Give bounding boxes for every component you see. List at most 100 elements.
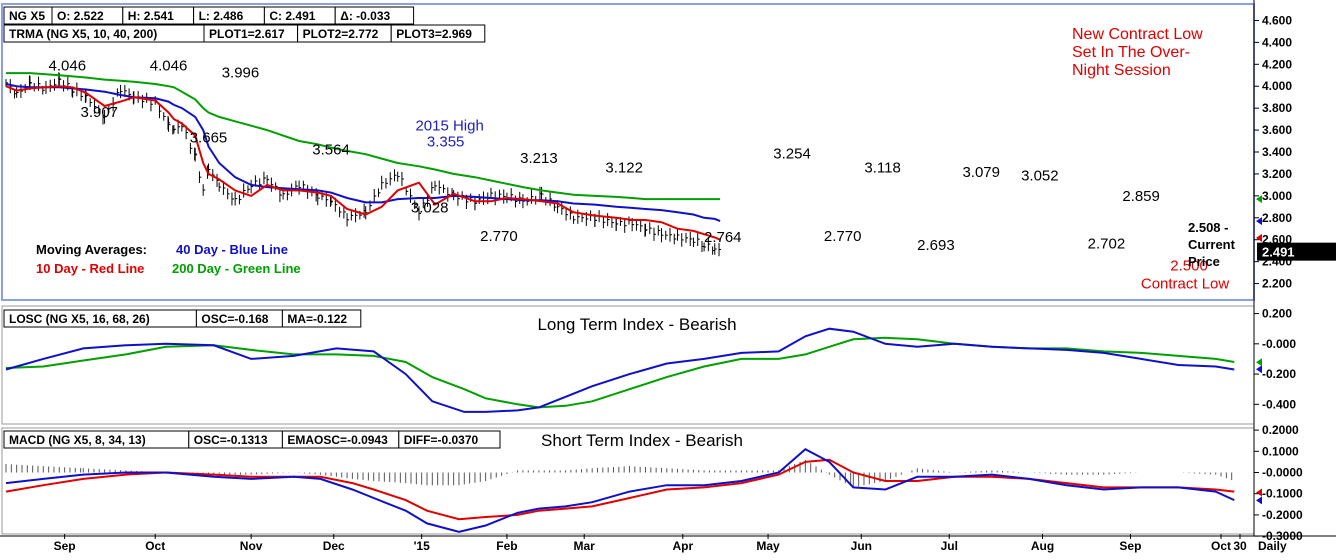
- info-cell-text: PLOT2=2.772: [303, 27, 379, 41]
- x-tick-label: Dec: [323, 539, 345, 553]
- current-price-line: Current: [1188, 237, 1236, 252]
- y-tick-label: 3.200: [1262, 167, 1292, 181]
- current-price-line: 2.508 -: [1188, 220, 1228, 235]
- current-price-line: Price: [1188, 254, 1220, 269]
- price-annotation: 3.254: [773, 145, 811, 162]
- info-cell-text: H: 2.541: [128, 9, 174, 23]
- losc-osc-marker: [1256, 365, 1262, 374]
- price-annotation: 3.079: [962, 164, 1000, 181]
- info-cell-text: L: 2.486: [199, 9, 244, 23]
- legend-ma10: 10 Day - Red Line: [36, 261, 144, 276]
- legend-ma40: 40 Day - Blue Line: [176, 242, 288, 257]
- info-cell-text: OSC=-0.1313: [194, 433, 268, 447]
- x-tick-label: Jul: [941, 539, 958, 553]
- x-tick-label: Sep: [1119, 539, 1141, 553]
- info-cell-text: DIFF=-0.0370: [404, 433, 479, 447]
- macd-title: Short Term Index - Bearish: [541, 431, 743, 450]
- info-cell-text: O: 2.522: [57, 9, 104, 23]
- macd-osc-line: [5, 447, 1235, 533]
- info-cell-text: EMAOSC=-0.0943: [287, 433, 388, 447]
- x-tick-label: 30: [1233, 539, 1247, 553]
- price-annotation: 2.500: [1170, 258, 1208, 275]
- y-tick-label: 4.200: [1262, 57, 1292, 71]
- x-tick-label: Aug: [1031, 539, 1054, 553]
- y-tick-label: -0.400: [1262, 397, 1296, 411]
- losc-osc-line: [5, 327, 1235, 413]
- info-cell: [334, 6, 415, 25]
- ma200-line: [6, 72, 721, 201]
- losc-ma-marker: [1256, 358, 1262, 367]
- y-tick-label: 3.800: [1262, 101, 1292, 115]
- x-tick-label: Oct: [1211, 539, 1231, 553]
- losc-info-bar: [3, 309, 362, 328]
- main_panel-frame: [1, 3, 1255, 301]
- price-annotation: 3.996: [222, 64, 260, 81]
- y-tick-label: 4.000: [1262, 79, 1292, 93]
- info-cell: [390, 24, 486, 43]
- price-annotation: 3.907: [80, 104, 118, 121]
- note-line: Set In The Over-: [1072, 44, 1190, 61]
- x-tick-label: Feb: [496, 539, 517, 553]
- y-tick-label: 0.200: [1262, 307, 1292, 321]
- y-tick-label: 0.1000: [1262, 444, 1299, 458]
- note-line: Night Session: [1072, 62, 1171, 79]
- info-cell-text: LOSC (NG X5, 16, 68, 26): [9, 312, 150, 326]
- info-cell-text: MA=-0.122: [287, 312, 347, 326]
- price-annotation: 2.859: [1122, 188, 1160, 205]
- price-annotation: 3.028: [411, 200, 449, 217]
- last-price-tag: [1257, 242, 1336, 261]
- ma200-marker: [1256, 195, 1262, 204]
- info-cell: [281, 309, 362, 328]
- ma10-line: [5, 85, 721, 241]
- price-annotation: 3.122: [605, 160, 643, 177]
- price-annotation: 2.770: [824, 228, 862, 245]
- y-tick-label: 2.800: [1262, 211, 1292, 225]
- info-cell-text: OSC=-0.168: [201, 312, 268, 326]
- contract-low-label: Contract Low: [1141, 276, 1230, 293]
- legend-heading: Moving Averages:: [36, 242, 147, 257]
- price-annotation: 2.702: [1088, 236, 1126, 253]
- x-tick-label: '15: [414, 539, 431, 553]
- price-annotation: 4.046: [49, 58, 87, 75]
- y-tick-label: -0.200: [1262, 367, 1296, 381]
- ohlc-info-bar: [3, 6, 415, 25]
- y-tick-label: -0.000: [1262, 337, 1296, 351]
- x-tick-label: May: [756, 539, 780, 553]
- y-tick-label: 4.600: [1262, 13, 1292, 27]
- y-tick-label: 2.200: [1262, 277, 1292, 291]
- info-cell-text: PLOT3=2.969: [396, 27, 472, 41]
- last-price-text: 2.491: [1262, 245, 1295, 260]
- note-line: New Contract Low: [1072, 26, 1203, 43]
- price-annotation: 3.213: [520, 150, 558, 167]
- legend-ma200: 200 Day - Green Line: [172, 261, 301, 276]
- y-tick-label: -0.2000: [1262, 508, 1303, 522]
- info-cell: [398, 430, 501, 449]
- price-annotation: 3.355: [427, 133, 465, 150]
- price-annotation: 3.118: [864, 160, 900, 177]
- x-tick-label: Oct: [145, 539, 165, 553]
- x-tick-label: Apr: [672, 539, 693, 553]
- info-cell-text: PLOT1=2.617: [209, 27, 285, 41]
- losc-title: Long Term Index - Bearish: [537, 315, 736, 334]
- price-annotation: 2.770: [480, 228, 518, 245]
- price-annotation: 3.564: [312, 141, 350, 158]
- macd-histogram: [5, 459, 1233, 488]
- ma10-marker: [1256, 233, 1262, 242]
- macd-info-bar: [3, 430, 501, 449]
- info-cell-text: NG X5: [9, 9, 45, 23]
- ma40-marker: [1256, 217, 1262, 226]
- y-tick-label: 4.400: [1262, 35, 1292, 49]
- price-annotation: 3.052: [1021, 167, 1059, 184]
- info-cell-text: TRMA (NG X5, 10, 40, 200): [9, 27, 157, 41]
- price-annotation: 2.693: [917, 237, 955, 254]
- trma-info-bar: [3, 24, 486, 43]
- y-tick-label: -0.1000: [1262, 487, 1303, 501]
- price-annotation: 2.764: [704, 229, 742, 246]
- macd-ema-marker: [1256, 488, 1262, 497]
- price-annotation: 4.046: [150, 58, 188, 75]
- info-cell-text: MACD (NG X5, 8, 34, 13): [9, 433, 146, 447]
- y-tick-label: 3.000: [1262, 189, 1292, 203]
- high-annotation: 2015 High: [415, 117, 483, 134]
- info-cell-text: Δ: -0.033: [340, 9, 390, 23]
